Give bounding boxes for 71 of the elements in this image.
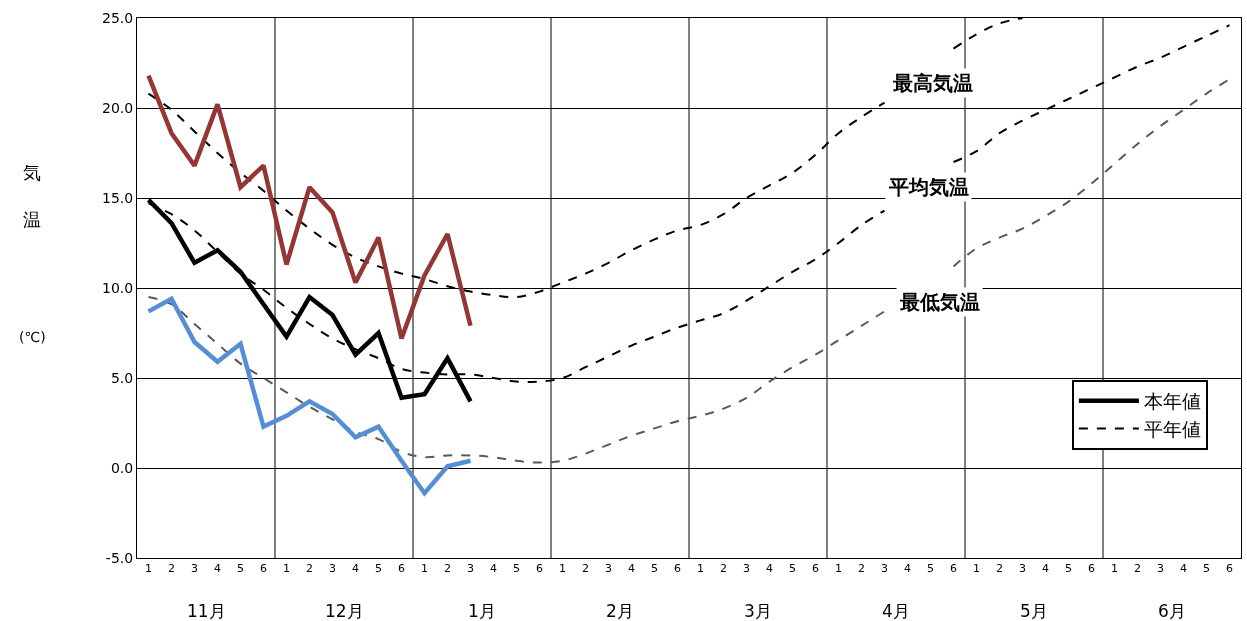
y-tick-label: 0.0 (110, 459, 134, 476)
legend-label: 平年値 (1143, 417, 1201, 440)
x-tick-label: 4 (490, 562, 497, 576)
y-tick-label: 5.0 (110, 369, 134, 386)
x-tick-label: 5 (1065, 562, 1072, 576)
x-tick-label: 4 (766, 562, 773, 576)
x-tick-label: 6 (398, 562, 405, 576)
annotation: 最高気温 (892, 71, 973, 95)
x-tick-label: 5 (513, 562, 520, 576)
x-tick-label: 4 (214, 562, 221, 576)
x-tick-label: 6 (536, 562, 543, 576)
x-tick-label: 4 (1180, 562, 1187, 576)
line-series (146, 296, 473, 496)
line-series (146, 73, 473, 341)
text: 11月 (187, 601, 226, 621)
x-tick-label: 1 (697, 562, 704, 576)
x-tick-label: 1 (1111, 562, 1118, 576)
x-tick-label: 6 (812, 562, 819, 576)
x-tick-label: 3 (329, 562, 336, 576)
x-tick-label: 3 (605, 562, 612, 576)
x-tick-label: 1 (283, 562, 290, 576)
x-tick-label: 2 (582, 562, 589, 576)
x-tick-label: 2 (1134, 562, 1141, 576)
x-tick-label: 2 (306, 562, 313, 576)
x-tick-label: 5 (927, 562, 934, 576)
x-tick-label: 5 (651, 562, 658, 576)
x-tick-label: 3 (467, 562, 474, 576)
x-tick-label: 2 (444, 562, 451, 576)
x-tick-label: 3 (881, 562, 888, 576)
annotation: 最低気温 (899, 290, 980, 314)
text: 6月 (1158, 601, 1186, 621)
text: 1月 (468, 601, 496, 621)
x-tick-label: 5 (237, 562, 244, 576)
x-tick-label: 4 (628, 562, 635, 576)
text: 5月 (1020, 601, 1048, 621)
legend-label: 本年値 (1143, 390, 1201, 413)
text: 4月 (882, 601, 910, 621)
x-tick-label: 5 (789, 562, 796, 576)
y-tick-label: 20.0 (102, 99, 134, 116)
x-tick-label: 3 (1019, 562, 1026, 576)
x-tick-label: 1 (145, 562, 152, 576)
x-tick-label: 1 (973, 562, 980, 576)
text: 2月 (606, 601, 634, 621)
x-tick-label: 6 (1226, 562, 1233, 576)
x-tick-label: 3 (743, 562, 750, 576)
x-tick-label: 6 (1088, 562, 1095, 576)
x-tick-label: 3 (1157, 562, 1164, 576)
x-tick-label: 4 (352, 562, 359, 576)
y-tick-label: 10.0 (102, 279, 134, 296)
y-tick-label: 15.0 (102, 189, 134, 206)
x-tick-label: 6 (674, 562, 681, 576)
x-tick-label: 5 (1203, 562, 1210, 576)
x-tick-label: 5 (375, 562, 382, 576)
text: 3月 (744, 601, 772, 621)
y-tick-label: 25.0 (102, 9, 134, 26)
x-tick-label: 1 (559, 562, 566, 576)
x-tick-label: 4 (1042, 562, 1049, 576)
x-tick-label: 4 (904, 562, 911, 576)
annotation: 平均気温 (888, 175, 969, 199)
x-tick-label: 2 (996, 562, 1003, 576)
x-tick-label: 2 (720, 562, 727, 576)
x-tick-label: 6 (260, 562, 267, 576)
x-tick-label: 3 (191, 562, 198, 576)
y-tick-label: -5.0 (105, 549, 134, 566)
x-tick-label: 1 (421, 562, 428, 576)
text: 12月 (325, 601, 364, 621)
x-tick-label: 6 (950, 562, 957, 576)
x-tick-label: 1 (835, 562, 842, 576)
text: 気温(℃) (19, 162, 46, 345)
x-tick-label: 2 (858, 562, 865, 576)
x-tick-label: 2 (168, 562, 175, 576)
